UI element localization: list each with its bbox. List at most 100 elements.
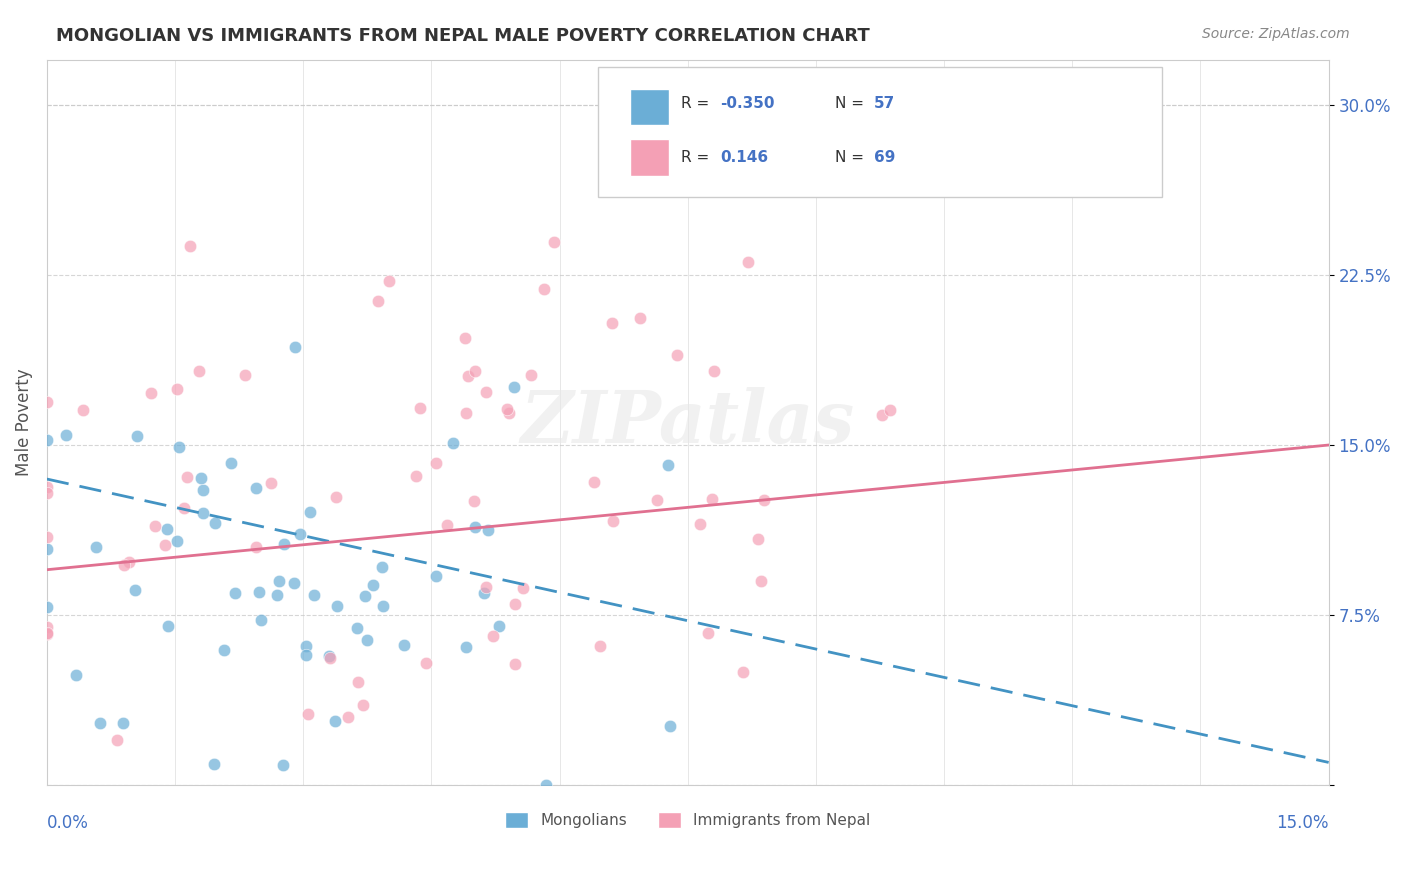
Point (346, 675, 368, 690)
Point (457, 368, 479, 383)
Point (179, 239, 201, 253)
Point (325, 599, 347, 614)
Text: N =: N = (835, 95, 869, 111)
Point (35, 433, 58, 447)
Point (628, 311, 651, 326)
Point (405, 468, 427, 483)
Point (441, 436, 464, 450)
Point (288, 526, 311, 541)
Point (35, 485, 58, 500)
Point (35, 542, 58, 557)
Point (456, 640, 478, 655)
Point (204, 516, 226, 530)
Point (464, 520, 486, 534)
Point (283, 575, 305, 590)
Point (35, 530, 58, 544)
Point (111, 716, 134, 731)
Point (665, 348, 688, 362)
Point (645, 492, 668, 507)
Point (700, 492, 723, 507)
Text: 0.146: 0.146 (720, 150, 768, 165)
Point (191, 483, 214, 497)
Point (464, 364, 486, 378)
Point (284, 340, 307, 354)
Point (84, 540, 107, 554)
Point (747, 532, 769, 546)
Point (425, 456, 447, 470)
Point (233, 368, 256, 382)
Point (503, 657, 526, 671)
Point (689, 517, 711, 532)
Point (503, 597, 526, 611)
Point (112, 558, 135, 572)
Point (696, 625, 718, 640)
Text: 57: 57 (873, 95, 894, 111)
Point (35, 395, 58, 409)
Point (536, 778, 558, 792)
Point (35, 620, 58, 634)
Point (72, 402, 94, 417)
Point (273, 537, 295, 551)
Point (498, 406, 520, 420)
Point (219, 457, 242, 471)
Point (737, 255, 759, 269)
Point (35, 600, 58, 615)
Point (408, 401, 430, 416)
Point (543, 235, 565, 249)
Point (749, 574, 772, 588)
Point (363, 578, 385, 592)
Point (354, 589, 377, 603)
Point (495, 401, 517, 416)
Legend: Mongolians, Immigrants from Nepal: Mongolians, Immigrants from Nepal (498, 805, 877, 836)
Point (367, 294, 389, 309)
Point (139, 386, 162, 401)
Point (503, 380, 526, 394)
Point (188, 364, 211, 378)
Text: ZIPatlas: ZIPatlas (520, 387, 855, 458)
Point (167, 440, 190, 454)
Point (212, 643, 235, 657)
Point (55, 427, 77, 442)
Point (394, 638, 416, 652)
Point (295, 648, 318, 663)
Point (657, 458, 679, 472)
Point (879, 402, 901, 417)
Point (166, 382, 188, 396)
Point (190, 471, 212, 485)
Point (224, 586, 246, 600)
Point (302, 588, 325, 602)
Text: R =: R = (682, 95, 714, 111)
Text: N =: N = (835, 150, 869, 165)
Point (319, 651, 342, 665)
Point (118, 555, 141, 569)
Point (65, 668, 87, 682)
Point (295, 639, 318, 653)
Point (127, 429, 149, 443)
Point (143, 519, 166, 533)
Point (512, 581, 534, 595)
Text: MONGOLIAN VS IMMIGRANTS FROM NEPAL MALE POVERTY CORRELATION CHART: MONGOLIAN VS IMMIGRANTS FROM NEPAL MALE … (56, 27, 870, 45)
Point (297, 706, 319, 721)
Point (602, 515, 624, 529)
Point (35, 627, 58, 641)
Point (454, 331, 477, 345)
FancyBboxPatch shape (630, 139, 668, 176)
Point (191, 506, 214, 520)
Point (89, 715, 111, 730)
Point (752, 493, 775, 508)
Point (488, 619, 510, 633)
Point (356, 632, 378, 647)
Point (533, 282, 555, 296)
Point (870, 408, 893, 422)
Point (176, 469, 198, 483)
Text: 69: 69 (873, 150, 896, 165)
Text: Source: ZipAtlas.com: Source: ZipAtlas.com (1202, 27, 1350, 41)
Text: R =: R = (682, 150, 714, 165)
Point (173, 500, 195, 515)
Point (475, 384, 498, 399)
Text: -0.350: -0.350 (720, 95, 775, 111)
Point (370, 560, 392, 574)
Point (266, 588, 288, 602)
Point (371, 599, 394, 613)
Point (415, 656, 437, 670)
